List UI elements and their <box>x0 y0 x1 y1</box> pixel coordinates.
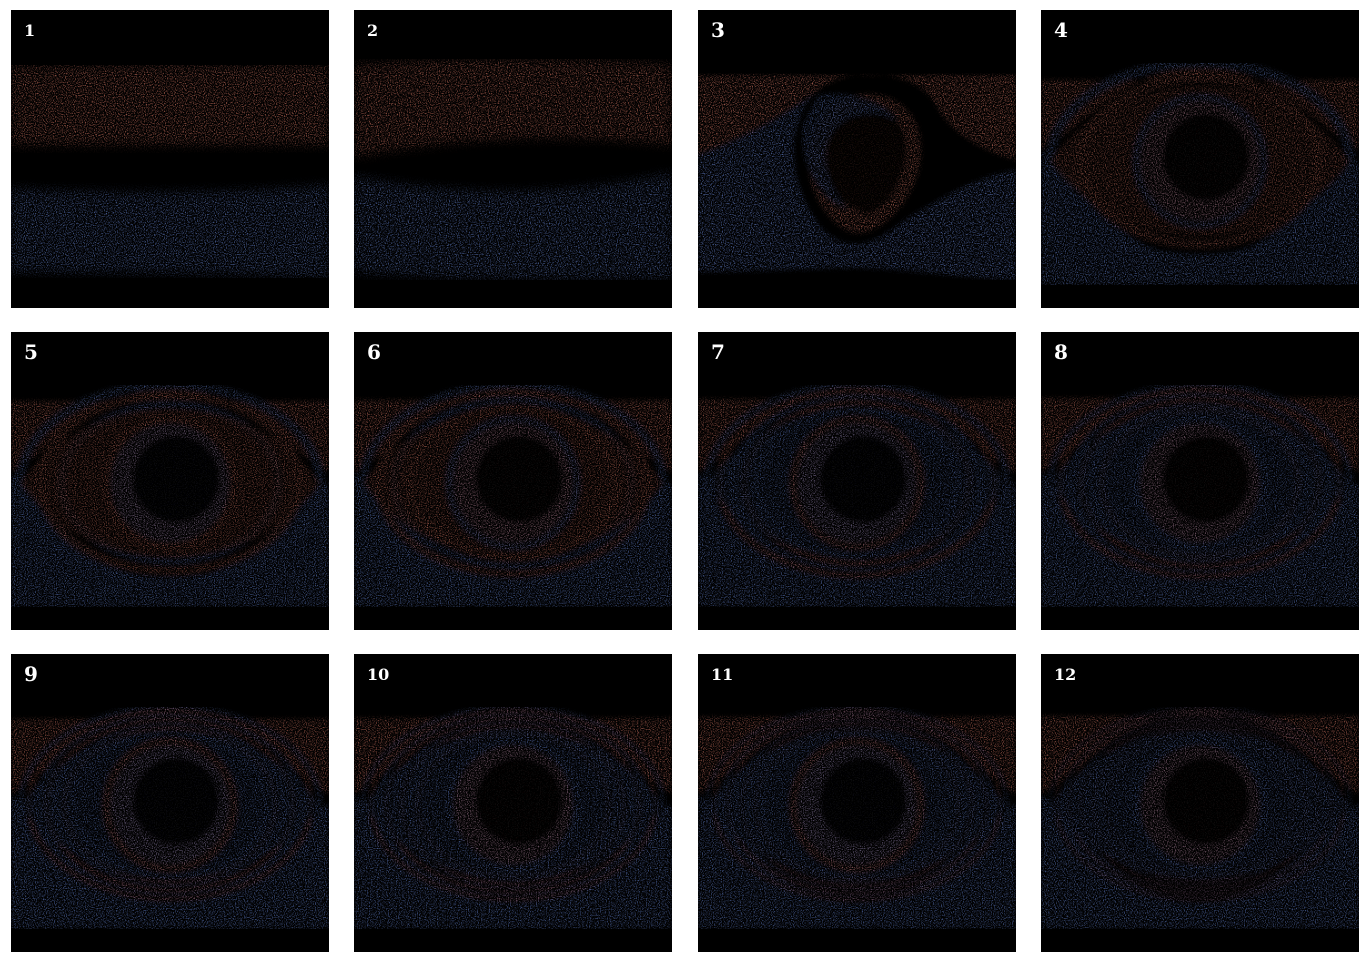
panel-5: 5 <box>11 332 329 630</box>
panel-2-image <box>354 59 672 280</box>
panel-12-number: 12 <box>1054 665 1077 684</box>
panel-7-number: 7 <box>711 340 725 364</box>
panel-10-image <box>354 705 672 929</box>
panel-3-image <box>698 73 1016 280</box>
panel-4: 4 <box>1041 10 1359 308</box>
panel-6-image <box>354 381 672 607</box>
panel-3: 3 <box>698 10 1016 308</box>
panel-1-image <box>11 65 329 278</box>
panel-12-image <box>1041 706 1359 929</box>
panel-9: 9 <box>11 654 329 952</box>
panel-10: 10 <box>354 654 672 952</box>
panel-6: 6 <box>354 332 672 630</box>
panel-3-number: 3 <box>711 18 725 42</box>
panel-5-image <box>11 380 329 607</box>
panel-12: 12 <box>1041 654 1359 952</box>
panel-8-number: 8 <box>1054 340 1068 364</box>
panel-6-number: 6 <box>367 340 381 364</box>
panel-11: 11 <box>698 654 1016 952</box>
panel-11-image <box>698 705 1016 929</box>
panel-2: 2 <box>354 10 672 308</box>
panel-9-image <box>11 704 329 929</box>
panel-2-number: 2 <box>367 21 379 40</box>
panel-1-number: 1 <box>24 21 36 40</box>
panel-10-number: 10 <box>367 665 390 684</box>
panel-7: 7 <box>698 332 1016 630</box>
panel-7-image <box>698 381 1016 607</box>
panel-5-number: 5 <box>24 340 38 364</box>
panel-4-image <box>1041 58 1359 285</box>
panel-8-image <box>1041 382 1359 607</box>
panel-8: 8 <box>1041 332 1359 630</box>
panel-11-number: 11 <box>711 665 734 684</box>
panel-1: 1 <box>11 10 329 308</box>
panel-4-number: 4 <box>1054 18 1068 42</box>
panel-9-number: 9 <box>24 662 38 686</box>
